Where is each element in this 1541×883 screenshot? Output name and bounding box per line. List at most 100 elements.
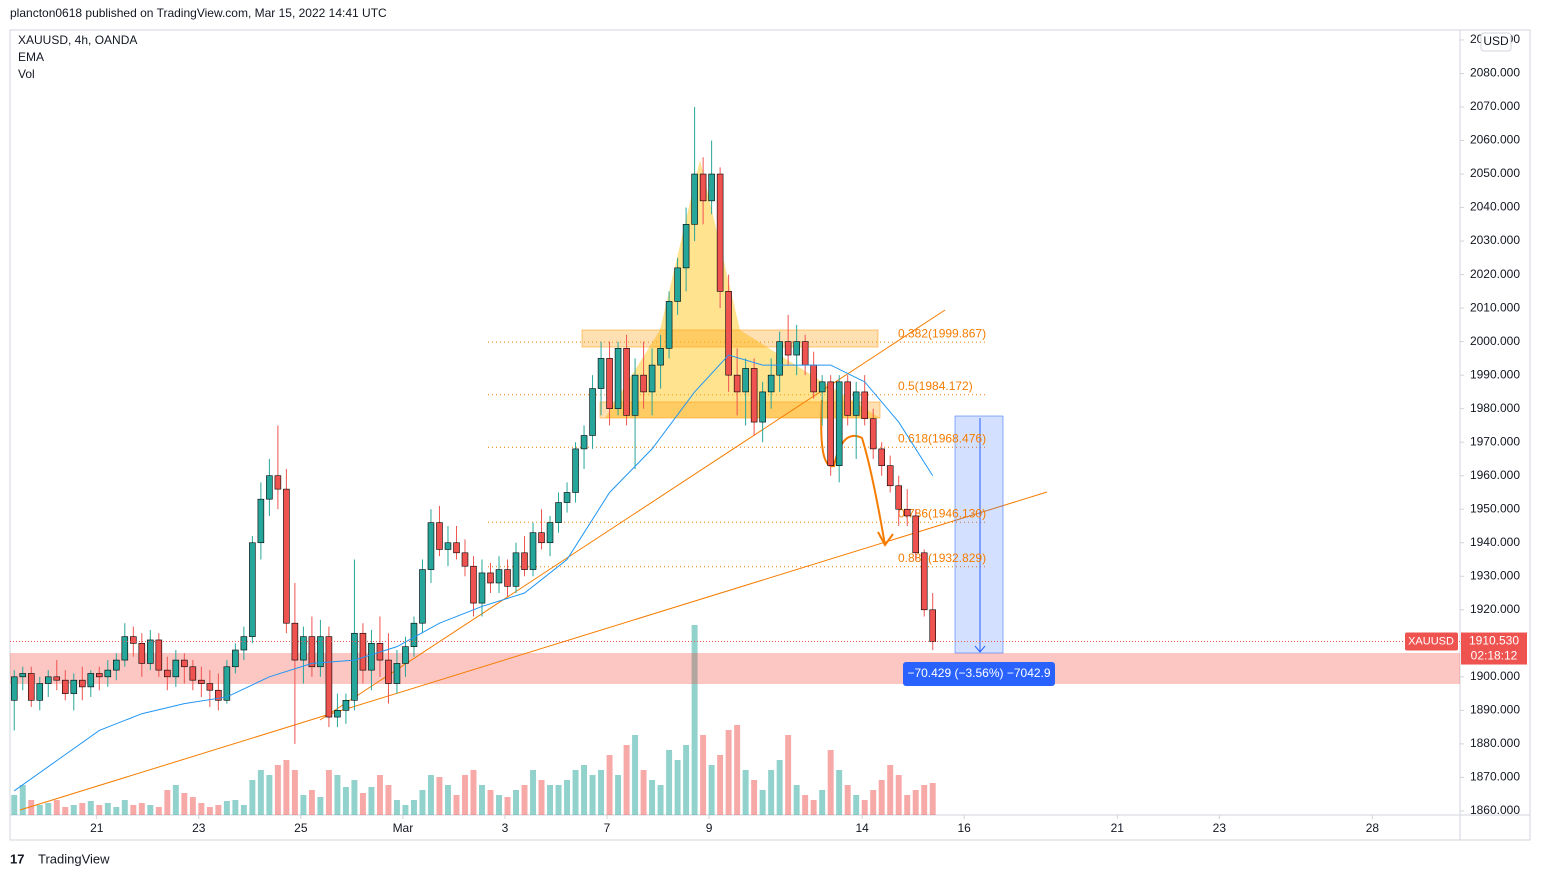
volume-bar: [79, 803, 86, 815]
volume-bar: [691, 625, 698, 815]
volume-bar: [274, 765, 281, 815]
volume-bar: [717, 755, 724, 815]
volume-bar: [28, 800, 35, 815]
volume-bar: [734, 725, 741, 815]
volume-bar: [513, 790, 519, 815]
volume-bar: [759, 790, 766, 815]
y-tick-label: 2020.000: [1470, 267, 1520, 281]
y-tick-label: 2080.000: [1470, 66, 1520, 80]
candle-body: [87, 673, 95, 688]
volume-bar: [666, 750, 673, 815]
candle-body: [818, 381, 826, 393]
candle-body: [878, 448, 885, 466]
x-tick-label: 9: [706, 821, 713, 835]
candle-body: [810, 364, 817, 393]
fib-label: 0.886(1932.829): [898, 551, 986, 565]
volume-bar: [649, 780, 656, 815]
candle-body: [750, 368, 758, 423]
currency-label[interactable]: USD: [1483, 34, 1509, 48]
volume-bar: [504, 797, 511, 815]
candle-body: [546, 522, 554, 544]
volume-bar: [844, 785, 851, 815]
candle-body: [776, 341, 783, 376]
volume-bar: [470, 770, 477, 815]
volume-bar: [700, 735, 707, 815]
candle-body: [555, 502, 562, 523]
candle-body: [232, 649, 239, 668]
volume-bar: [912, 790, 919, 815]
candle-body: [70, 679, 78, 694]
volume-bar: [445, 785, 451, 815]
candle-body: [436, 522, 443, 550]
volume-bar: [674, 760, 681, 815]
candle-body: [342, 699, 350, 711]
candle-body: [266, 475, 273, 500]
candle-body: [138, 643, 146, 664]
volume-bar: [547, 785, 554, 815]
candle-body: [521, 552, 528, 570]
volume-bar: [496, 795, 502, 815]
volume-bar: [206, 807, 213, 815]
candle-body: [283, 488, 290, 624]
candle-body: [351, 632, 358, 701]
candle-body: [903, 508, 911, 517]
volume-bar: [104, 803, 111, 815]
candle-body: [393, 663, 401, 684]
candle-body: [512, 552, 520, 587]
fib-label: 0.786(1946.130): [898, 506, 986, 520]
volume-bar: [538, 780, 545, 815]
drawings: [10, 160, 1460, 811]
candle-body: [121, 636, 129, 661]
candle-body: [478, 572, 486, 604]
x-tick-label: 28: [1366, 821, 1380, 835]
volume-bar: [189, 797, 196, 815]
volume-bar: [130, 805, 137, 815]
volume-bar: [742, 770, 749, 815]
currency-button[interactable]: [1480, 32, 1512, 52]
published-line: plancton0618 published on TradingView.co…: [10, 6, 387, 20]
candle-body: [682, 224, 690, 269]
volume-bar: [462, 775, 468, 815]
candle-body: [300, 636, 307, 661]
volume-bar: [793, 785, 800, 815]
candle-body: [631, 374, 639, 416]
volume-bar: [300, 795, 307, 815]
candle-body: [767, 374, 775, 393]
head-pattern: [605, 160, 880, 418]
volume-bar: [487, 790, 494, 815]
volume-bar: [257, 770, 264, 815]
candle-body: [912, 515, 919, 554]
candle-body: [895, 485, 902, 510]
y-tick-label: 1950.000: [1470, 501, 1520, 515]
volume-bar: [62, 807, 69, 815]
candle-body: [444, 542, 452, 550]
y-tick-label: 2010.000: [1470, 300, 1520, 314]
candle-body: [716, 173, 724, 292]
trendline: [319, 309, 946, 721]
volume-bar: [249, 780, 256, 815]
candle-body: [385, 659, 392, 684]
volume-bar: [113, 807, 120, 815]
y-tick-label: 1970.000: [1470, 434, 1520, 448]
volume-bar: [878, 780, 885, 815]
candle-body: [155, 639, 163, 671]
candle-body: [206, 683, 214, 691]
volume-bar: [861, 800, 868, 815]
candle-body: [538, 532, 545, 544]
candle-body: [308, 636, 316, 668]
volume-bar: [147, 805, 154, 815]
volume-bar: [232, 800, 239, 815]
candle-body: [325, 636, 333, 718]
volume-bar: [368, 787, 375, 815]
candle-body: [249, 542, 256, 637]
candle-body: [597, 358, 605, 389]
volume-bar: [351, 780, 358, 815]
volume-bar: [138, 803, 145, 815]
candle-body: [657, 348, 664, 366]
y-tick-label: 1870.000: [1470, 770, 1520, 784]
y-tick-label: 1990.000: [1470, 367, 1520, 381]
volume-bar: [836, 770, 843, 815]
volume-bar: [819, 790, 826, 815]
countdown-label: 02:18:12: [1471, 649, 1518, 663]
